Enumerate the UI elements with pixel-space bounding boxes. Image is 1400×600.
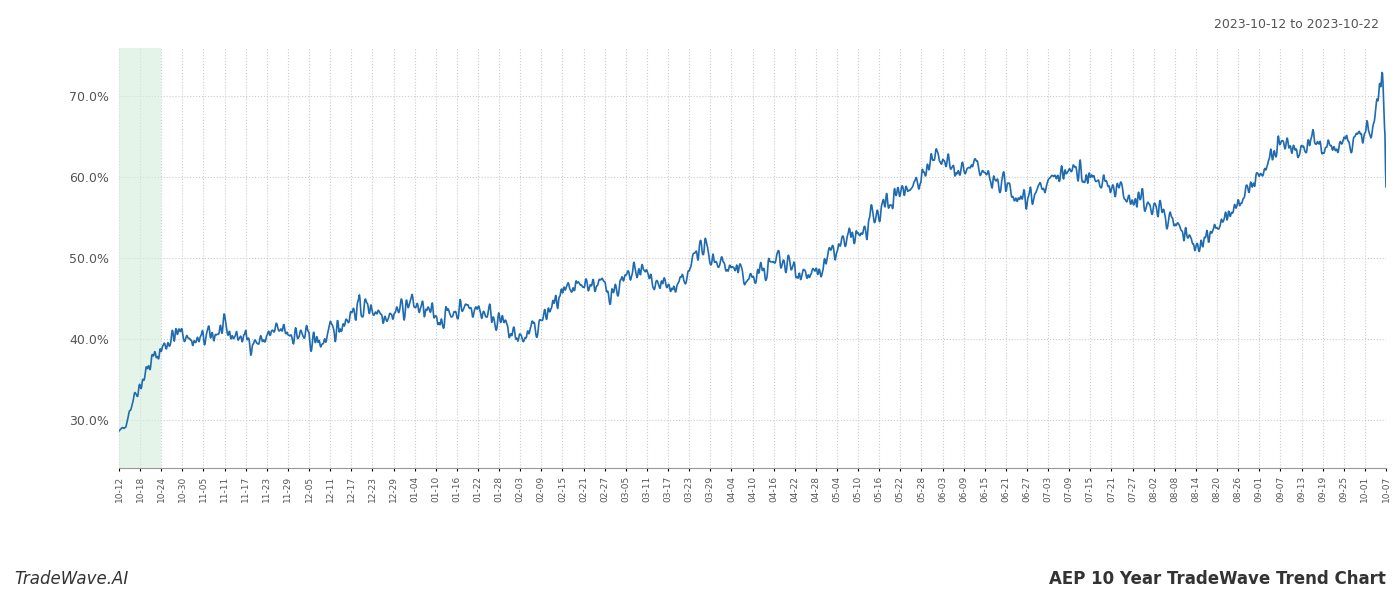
Text: 2023-10-12 to 2023-10-22: 2023-10-12 to 2023-10-22 [1214,18,1379,31]
Text: TradeWave.AI: TradeWave.AI [14,570,129,588]
Bar [119,48,161,468]
Text: AEP 10 Year TradeWave Trend Chart: AEP 10 Year TradeWave Trend Chart [1049,570,1386,588]
